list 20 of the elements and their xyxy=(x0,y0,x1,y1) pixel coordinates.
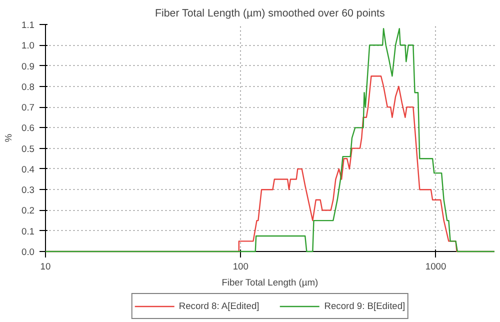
y-tick-label: 0.7 xyxy=(22,102,34,113)
x-tick-label: 100 xyxy=(232,262,248,272)
legend-label: Record 8: A[Edited] xyxy=(178,301,260,311)
y-tick-label: 1.1 xyxy=(22,20,34,30)
y-tick-label: 1.0 xyxy=(22,40,34,51)
y-tick-label: 0.9 xyxy=(22,61,34,72)
y-tick-label: 0.8 xyxy=(22,82,34,92)
y-tick-label: 0.0 xyxy=(22,247,34,257)
y-tick-label: 0.6 xyxy=(22,123,34,134)
y-tick-label: 0.5 xyxy=(22,144,34,154)
x-tick-label: 10 xyxy=(40,262,51,272)
x-tick-label: 1000 xyxy=(425,262,446,272)
legend-label: Record 9: B[Edited] xyxy=(324,301,406,311)
y-tick-label: 0.1 xyxy=(22,226,34,236)
y-tick-label: 0.4 xyxy=(22,164,34,174)
y-tick-label: 0.2 xyxy=(22,206,34,216)
y-tick-label: 0.3 xyxy=(22,185,34,196)
y-axis-title: % xyxy=(4,134,14,142)
chart-title: Fiber Total Length (µm) smoothed over 60 points xyxy=(154,8,385,20)
x-axis-title: Fiber Total Length (µm) xyxy=(222,278,318,288)
